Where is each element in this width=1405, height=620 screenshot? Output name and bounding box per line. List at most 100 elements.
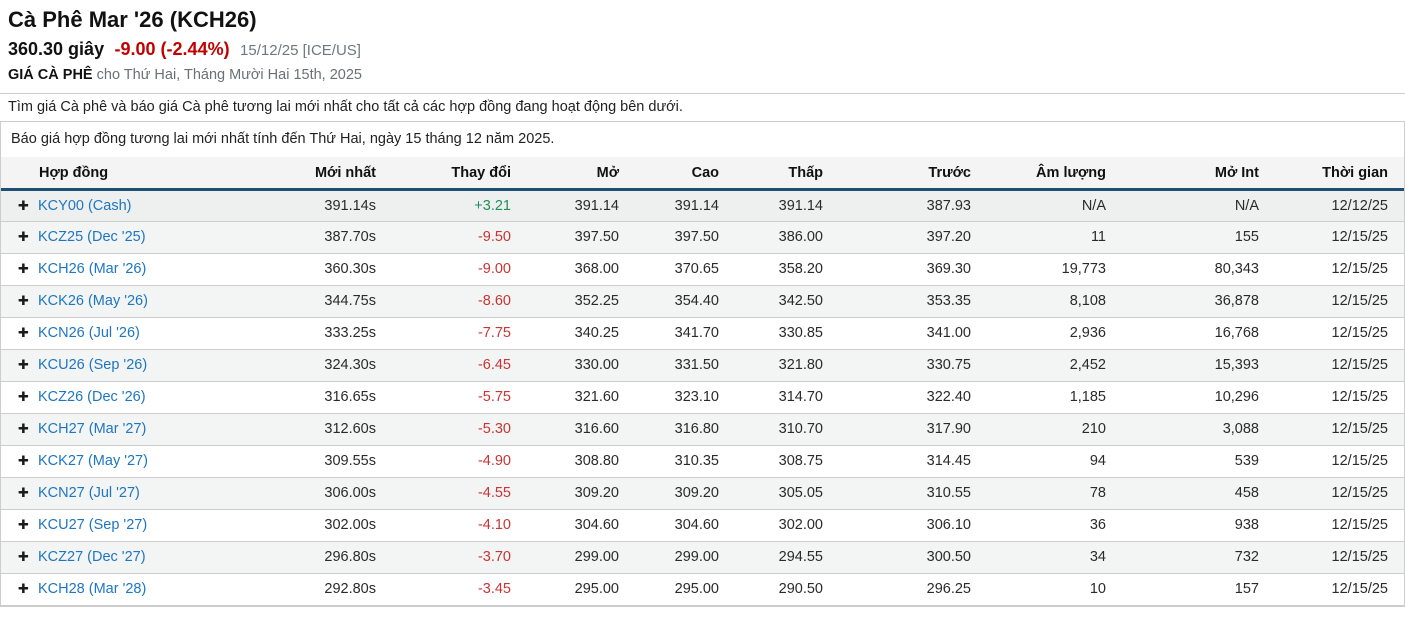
contract-cell: ✚ KCK26 (May '26)	[1, 285, 251, 318]
table-row: ✚ KCH27 (Mar '27) 312.60s -5.30 316.60 316.80…	[1, 413, 1404, 446]
expand-row-icon[interactable]: ✚	[18, 357, 29, 373]
price-date-exchange: 15/12/25 [ICE/US]	[240, 42, 361, 60]
open-int-cell: 539	[1114, 445, 1267, 478]
expand-row-icon[interactable]: ✚	[18, 485, 29, 501]
change-cell: -5.75	[384, 381, 519, 414]
open-cell: 321.60	[519, 381, 627, 414]
contract-link[interactable]: KCZ25 (Dec '25)	[38, 229, 146, 246]
open-cell: 368.00	[519, 253, 627, 286]
volume-cell: 210	[979, 413, 1114, 446]
expand-row-icon[interactable]: ✚	[18, 293, 29, 309]
previous-cell: 387.93	[831, 189, 979, 222]
last-cell: 309.55s	[251, 445, 384, 478]
high-cell: 323.10	[627, 381, 727, 414]
table-row: ✚ KCH26 (Mar '26) 360.30s -9.00 368.00 370.65…	[1, 253, 1404, 286]
low-cell: 321.80	[727, 349, 831, 382]
contract-link[interactable]: KCH26 (Mar '26)	[38, 261, 147, 278]
previous-cell: 369.30	[831, 253, 979, 286]
contract-link[interactable]: KCZ26 (Dec '26)	[38, 389, 146, 406]
open-int-cell: 15,393	[1114, 349, 1267, 382]
contract-cell: ✚ KCK27 (May '27)	[1, 445, 251, 478]
high-cell: 370.65	[627, 253, 727, 286]
open-int-cell: 36,878	[1114, 285, 1267, 318]
change-cell: -3.45	[384, 573, 519, 606]
high-cell: 391.14	[627, 189, 727, 222]
contract-link[interactable]: KCK27 (May '27)	[38, 453, 148, 470]
time-cell: 12/15/25	[1267, 509, 1404, 542]
time-cell: 12/15/25	[1267, 253, 1404, 286]
as-of-note: Báo giá hợp đồng tương lai mới nhất tính…	[1, 122, 1404, 158]
last-cell: 344.75s	[251, 285, 384, 318]
table-row: ✚ KCZ26 (Dec '26) 316.65s -5.75 321.60 323.10…	[1, 381, 1404, 414]
col-header-low: Thấp	[727, 157, 831, 191]
contract-link[interactable]: KCY00 (Cash)	[38, 197, 132, 214]
col-header-open: Mở	[519, 157, 627, 191]
subtitle-date: cho Thứ Hai, Tháng Mười Hai 15th, 2025	[96, 66, 362, 83]
table-header-row: Hợp đồng Mới nhất Thay đổi Mở Cao Thấp T…	[1, 157, 1404, 191]
open-cell: 304.60	[519, 509, 627, 542]
previous-cell: 306.10	[831, 509, 979, 542]
contract-cell: ✚ KCN26 (Jul '26)	[1, 317, 251, 350]
contract-link[interactable]: KCN26 (Jul '26)	[38, 325, 140, 342]
volume-cell: 10	[979, 573, 1114, 606]
contract-cell: ✚ KCU27 (Sep '27)	[1, 509, 251, 542]
table-row: ✚ KCY00 (Cash) 391.14s +3.21 391.14 391.14 391…	[1, 189, 1404, 222]
time-cell: 12/15/25	[1267, 349, 1404, 382]
contract-link[interactable]: KCN27 (Jul '27)	[38, 485, 140, 502]
open-int-cell: 3,088	[1114, 413, 1267, 446]
volume-cell: 94	[979, 445, 1114, 478]
low-cell: 294.55	[727, 541, 831, 574]
table-row: ✚ KCK27 (May '27) 309.55s -4.90 308.80 310.35…	[1, 445, 1404, 478]
expand-row-icon[interactable]: ✚	[18, 197, 29, 213]
change-cell: -5.30	[384, 413, 519, 446]
contract-link[interactable]: KCU26 (Sep '26)	[38, 357, 148, 374]
open-cell: 316.60	[519, 413, 627, 446]
change-cell: -6.45	[384, 349, 519, 382]
previous-cell: 353.35	[831, 285, 979, 318]
low-cell: 314.70	[727, 381, 831, 414]
expand-row-icon[interactable]: ✚	[18, 325, 29, 341]
last-cell: 333.25s	[251, 317, 384, 350]
contract-link[interactable]: KCH27 (Mar '27)	[38, 421, 147, 438]
volume-cell: 2,452	[979, 349, 1114, 382]
col-header-time: Thời gian	[1267, 157, 1404, 191]
open-cell: 308.80	[519, 445, 627, 478]
low-cell: 305.05	[727, 477, 831, 510]
open-int-cell: 732	[1114, 541, 1267, 574]
expand-row-icon[interactable]: ✚	[18, 229, 29, 245]
change-cell: -8.60	[384, 285, 519, 318]
subtitle-label: GIÁ CÀ PHÊ	[8, 66, 93, 83]
contract-link[interactable]: KCU27 (Sep '27)	[38, 517, 148, 534]
expand-row-icon[interactable]: ✚	[18, 421, 29, 437]
page-subtitle: GIÁ CÀ PHÊ cho Thứ Hai, Tháng Mười Hai 1…	[8, 67, 1397, 84]
expand-row-icon[interactable]: ✚	[18, 453, 29, 469]
expand-row-icon[interactable]: ✚	[18, 261, 29, 277]
contract-link[interactable]: KCK26 (May '26)	[38, 293, 148, 310]
contract-cell: ✚ KCH28 (Mar '28)	[1, 573, 251, 606]
expand-row-icon[interactable]: ✚	[18, 517, 29, 533]
contract-link[interactable]: KCZ27 (Dec '27)	[38, 549, 146, 566]
table-row: ✚ KCU26 (Sep '26) 324.30s -6.45 330.00 331.50…	[1, 349, 1404, 382]
contract-link[interactable]: KCH28 (Mar '28)	[38, 581, 147, 598]
low-cell: 386.00	[727, 221, 831, 254]
time-cell: 12/15/25	[1267, 221, 1404, 254]
change-cell: -9.50	[384, 221, 519, 254]
change-cell: -4.10	[384, 509, 519, 542]
previous-cell: 314.45	[831, 445, 979, 478]
expand-row-icon[interactable]: ✚	[18, 389, 29, 405]
high-cell: 316.80	[627, 413, 727, 446]
open-cell: 352.25	[519, 285, 627, 318]
contract-cell: ✚ KCU26 (Sep '26)	[1, 349, 251, 382]
expand-row-icon[interactable]: ✚	[18, 549, 29, 565]
col-header-change: Thay đổi	[384, 157, 519, 191]
futures-quotes-table: Hợp đồng Mới nhất Thay đổi Mở Cao Thấp T…	[1, 157, 1404, 606]
last-cell: 302.00s	[251, 509, 384, 542]
time-cell: 12/15/25	[1267, 381, 1404, 414]
open-int-cell: 938	[1114, 509, 1267, 542]
low-cell: 308.75	[727, 445, 831, 478]
expand-row-icon[interactable]: ✚	[18, 581, 29, 597]
price-change: -9.00 (-2.44%)	[114, 39, 230, 60]
volume-cell: 2,936	[979, 317, 1114, 350]
high-cell: 331.50	[627, 349, 727, 382]
last-cell: 312.60s	[251, 413, 384, 446]
